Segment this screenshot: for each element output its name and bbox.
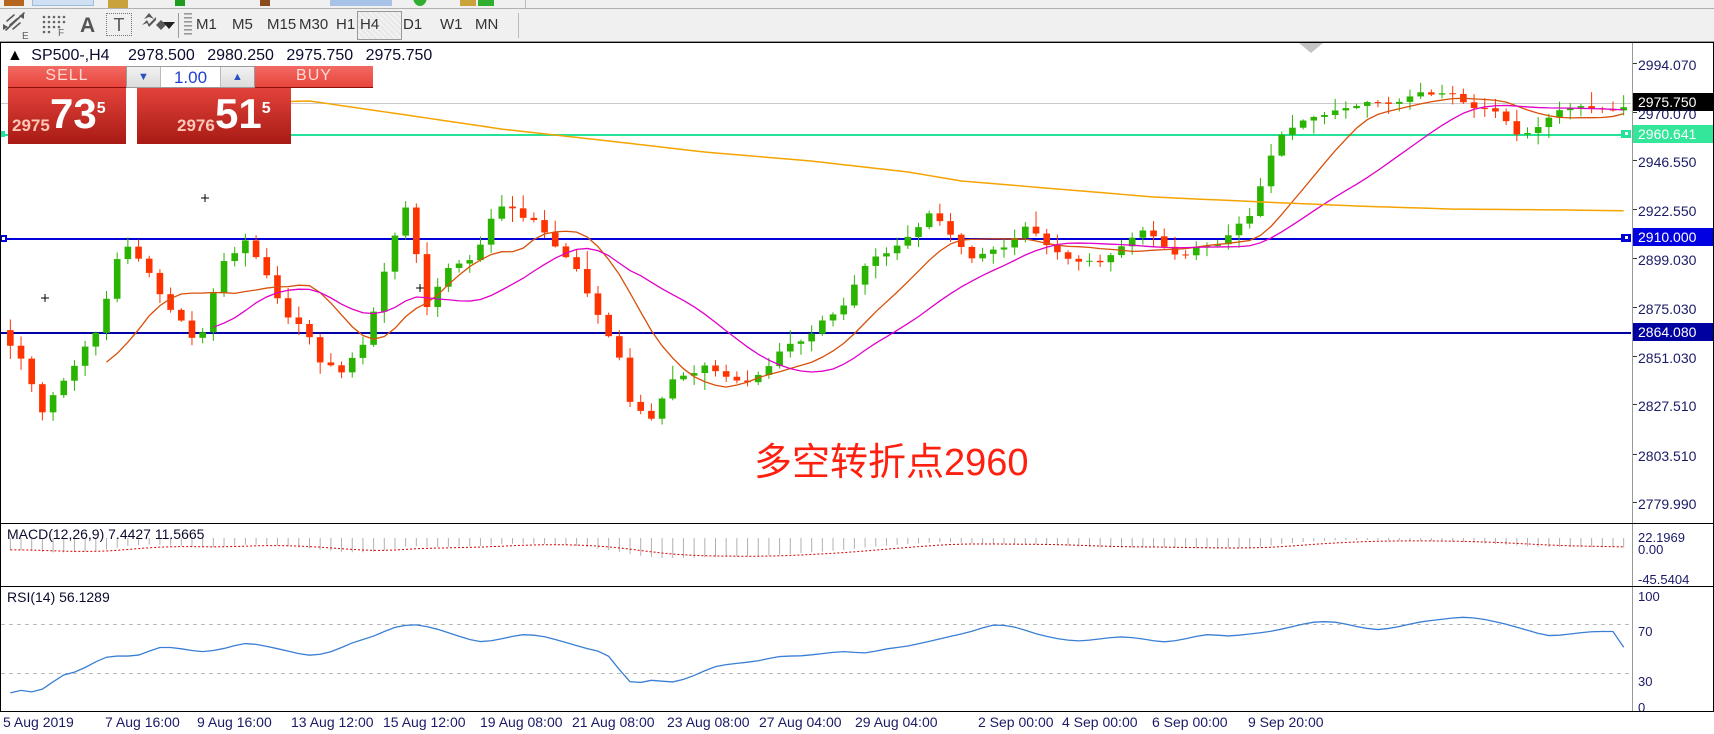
svg-text:E: E [22,31,29,42]
svg-text:F: F [58,28,64,39]
